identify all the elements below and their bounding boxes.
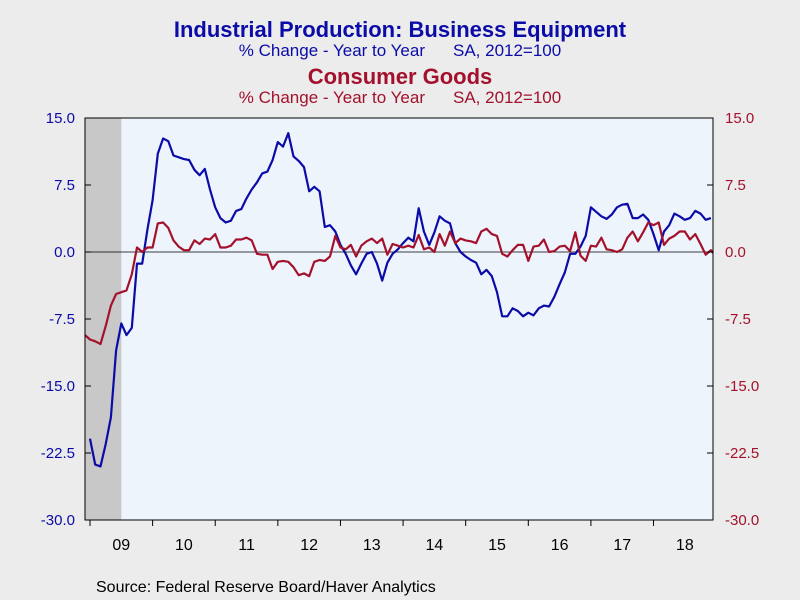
y-left-tick-label: -15.0	[41, 378, 75, 395]
chart-title-business-equipment: Industrial Production: Business Equipmen…	[173, 17, 627, 42]
axes: 15.0 15.0 7.5 7.5 0.0 0.0 -7.5 -7.5 -15.0 -15.0 -2…	[41, 110, 759, 554]
chart-subtitle-business-equipment: % Change - Year to Year SA, 2012=100	[0, 41, 800, 61]
plot-background	[85, 118, 713, 520]
y-right-tick-label: -15.0	[725, 378, 759, 395]
y-left-tick-label: -7.5	[49, 311, 75, 328]
plot-area	[84, 118, 714, 520]
x-tick-label: 13	[363, 537, 381, 554]
subtitle-unit-consumer-goods: % Change - Year to Year	[238, 88, 425, 107]
x-tick-label: 15	[488, 537, 506, 554]
y-right-tick-label: 15.0	[725, 110, 754, 127]
series-line-business-equipment	[88, 132, 712, 468]
y-right-tick-label: 0.0	[725, 244, 746, 261]
source-note: Source: Federal Reserve Board/Haver Anal…	[96, 579, 436, 596]
y-left-tick-label: 7.5	[54, 177, 75, 194]
y-right-tick-label: -30.0	[725, 512, 759, 529]
x-tick-label: 14	[425, 537, 443, 554]
subtitle-unit-business-equipment: % Change - Year to Year	[238, 41, 425, 60]
chart-subtitle-consumer-goods: % Change - Year to Year SA, 2012=100	[0, 88, 800, 108]
y-right-tick-label: -7.5	[725, 311, 751, 328]
x-tick-label: 11	[238, 537, 255, 554]
subtitle-basis-consumer-goods: SA, 2012=100	[452, 88, 562, 107]
y-right-tick-label: 7.5	[725, 177, 746, 194]
x-tick-label: 16	[551, 537, 569, 554]
y-left-tick-label: 15.0	[46, 110, 75, 127]
y-left-tick-label: -30.0	[41, 512, 75, 529]
y-left-tick-label: 0.0	[54, 244, 75, 261]
chart-title-consumer-goods: Consumer Goods	[307, 64, 493, 89]
y-right-tick-label: -22.5	[725, 445, 759, 462]
x-tick-label: 12	[300, 537, 318, 554]
x-tick-label: 10	[175, 537, 193, 554]
x-tick-label: 18	[676, 537, 694, 554]
x-tick-label: 09	[112, 537, 130, 554]
y-left-tick-label: -22.5	[41, 445, 75, 462]
x-tick-label: 17	[613, 537, 631, 554]
series-line-consumer-goods	[84, 221, 714, 346]
subtitle-basis-business-equipment: SA, 2012=100	[452, 41, 562, 60]
